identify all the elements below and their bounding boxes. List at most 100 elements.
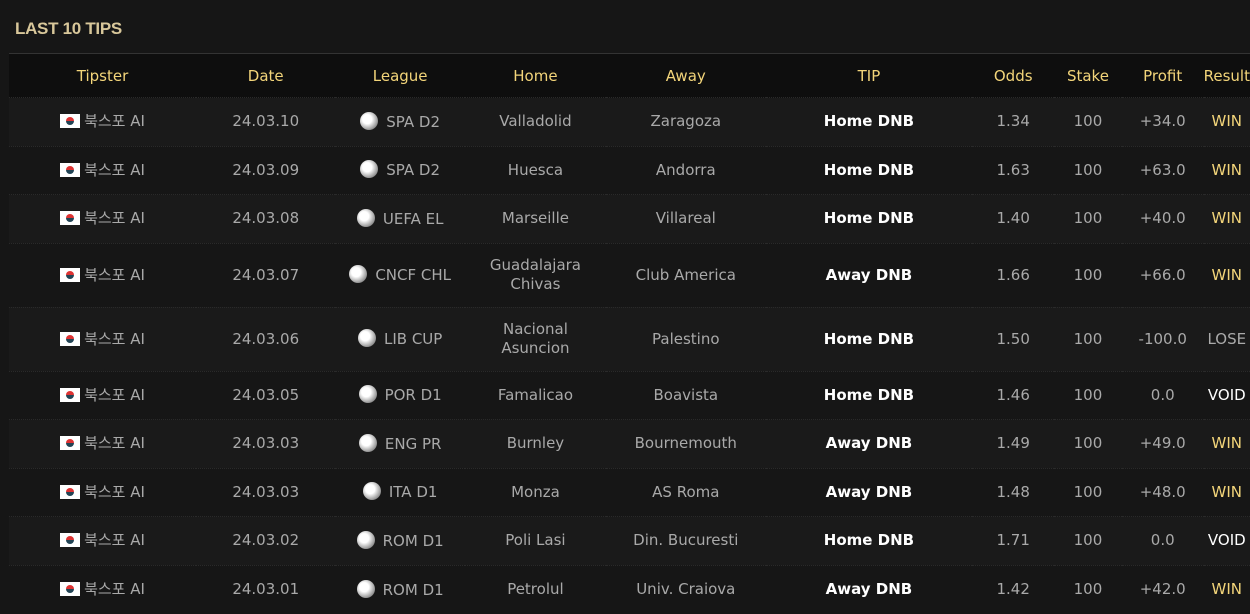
table-row: 북스포 AI 24.03.06 LIB CUP Nacional Asuncion Pa… <box>9 306 1250 371</box>
home-text: Valladolid <box>499 112 572 131</box>
column-header-profit: Profit <box>1121 53 1204 98</box>
stake-text: 100 <box>1073 482 1103 501</box>
cell-tipster: 북스포 AI <box>9 242 196 307</box>
cell-tipster: 북스포 AI <box>9 145 196 195</box>
result-text: WIN <box>1211 112 1243 131</box>
cell-result: LOSE <box>1203 306 1250 371</box>
cell-date: 24.03.03 <box>195 467 336 517</box>
tip-text: Home DNB <box>823 385 915 404</box>
cell-odds: 1.42 <box>972 564 1055 614</box>
tip-text: Home DNB <box>823 329 915 348</box>
korea-flag-icon <box>60 114 81 129</box>
soccer-ball-icon <box>362 482 381 501</box>
cell-league: LIB CUP <box>335 306 465 371</box>
cell-away: Univ. Craiova <box>606 564 766 614</box>
cell-date: 24.03.09 <box>195 145 336 195</box>
cell-odds: 1.34 <box>972 97 1055 146</box>
result-text: WIN <box>1211 160 1243 179</box>
soccer-ball-icon <box>357 329 376 347</box>
cell-league: UEFA EL <box>335 194 465 243</box>
cell-tip: Away DNB <box>765 242 973 307</box>
cell-result: WIN <box>1203 419 1250 468</box>
cell-profit: +40.0 <box>1121 194 1204 243</box>
profit-text: -100.0 <box>1138 329 1187 348</box>
cell-away: Zaragoza <box>606 97 766 146</box>
home-text: Nacional Asuncion <box>501 320 570 357</box>
cell-profit: +48.0 <box>1121 467 1204 517</box>
home-text: Famalicao <box>497 385 574 404</box>
cell-home: Petrolul <box>464 564 606 614</box>
home-text: Huesca <box>507 160 564 179</box>
korea-flag-icon <box>60 267 81 282</box>
date-text: 24.03.03 <box>232 434 300 453</box>
cell-stake: 100 <box>1054 242 1122 307</box>
cell-odds: 1.63 <box>972 145 1055 195</box>
tip-text: Away DNB <box>825 265 913 284</box>
result-text: WIN <box>1211 434 1243 453</box>
cell-result: WIN <box>1203 145 1250 195</box>
table-row: 북스포 AI 24.03.02 ROM D1 Poli Lasi Din. Bucure… <box>9 516 1250 565</box>
odds-text: 1.34 <box>996 112 1030 131</box>
soccer-ball-icon <box>356 208 375 227</box>
tipster-text: 북스포 AI <box>84 160 145 179</box>
away-text: Andorra <box>655 160 716 179</box>
korea-flag-icon <box>60 436 81 451</box>
cell-league: ENG PR <box>335 419 465 468</box>
table-row: 북스포 AI 24.03.10 SPA D2 Valladolid Zaragoza Ho… <box>9 97 1250 146</box>
korea-flag-icon <box>60 582 81 596</box>
soccer-ball-icon <box>358 385 377 404</box>
cell-tipster: 북스포 AI <box>9 306 196 371</box>
cell-result: WIN <box>1203 467 1250 517</box>
date-text: 24.03.09 <box>232 160 300 179</box>
home-text: Petrolul <box>507 580 564 598</box>
korea-flag-icon <box>60 484 81 499</box>
cell-odds: 1.66 <box>972 242 1055 307</box>
korea-flag-icon <box>60 211 81 226</box>
cell-tipster: 북스포 AI <box>9 194 196 243</box>
cell-away: AS Roma <box>606 467 766 517</box>
column-header-home: Home <box>464 53 606 98</box>
date-text: 24.03.06 <box>232 329 300 348</box>
profit-text: +42.0 <box>1139 580 1186 598</box>
odds-text: 1.49 <box>996 434 1030 453</box>
cell-home: Valladolid <box>464 97 606 146</box>
league-text: ENG PR <box>384 434 442 453</box>
tipster-text: 북스포 AI <box>84 531 145 550</box>
date-text: 24.03.05 <box>232 385 300 404</box>
stake-text: 100 <box>1073 329 1103 348</box>
korea-flag-icon <box>60 162 81 177</box>
korea-flag-icon <box>60 533 81 548</box>
league-text: UEFA EL <box>382 209 444 228</box>
column-header-result: Result <box>1203 53 1250 98</box>
result-text: VOID <box>1207 385 1246 404</box>
cell-stake: 100 <box>1054 306 1122 371</box>
section-title: LAST 10 TIPS <box>15 19 122 38</box>
cell-result: VOID <box>1203 516 1250 565</box>
cell-away: Boavista <box>606 370 766 420</box>
cell-tip: Home DNB <box>765 370 973 420</box>
cell-stake: 100 <box>1054 194 1122 243</box>
cell-tip: Away DNB <box>765 467 973 517</box>
result-text: WIN <box>1211 209 1243 228</box>
league-text: CNCF CHL <box>375 266 451 284</box>
profit-text: 0.0 <box>1150 385 1175 404</box>
date-text: 24.03.10 <box>232 112 300 131</box>
profit-text: 0.0 <box>1150 531 1175 550</box>
column-header-tip: TIP <box>765 53 973 98</box>
odds-text: 1.40 <box>996 209 1030 228</box>
tipster-text: 북스포 AI <box>84 329 145 348</box>
result-text: LOSE <box>1207 329 1247 348</box>
column-header-date: Date <box>195 53 336 98</box>
profit-text: +66.0 <box>1139 265 1186 284</box>
away-text: Zaragoza <box>650 112 722 131</box>
cell-home: Guadalajara Chivas <box>464 242 606 307</box>
cell-league: ROM D1 <box>335 516 465 565</box>
cell-away: Palestino <box>606 306 766 371</box>
cell-tipster: 북스포 AI <box>9 564 196 614</box>
cell-profit: +66.0 <box>1121 242 1204 307</box>
result-text: WIN <box>1211 482 1243 501</box>
cell-result: WIN <box>1203 564 1250 614</box>
home-text: Poli Lasi <box>505 531 566 550</box>
result-text: WIN <box>1211 580 1243 598</box>
tip-text: Home DNB <box>823 531 915 550</box>
